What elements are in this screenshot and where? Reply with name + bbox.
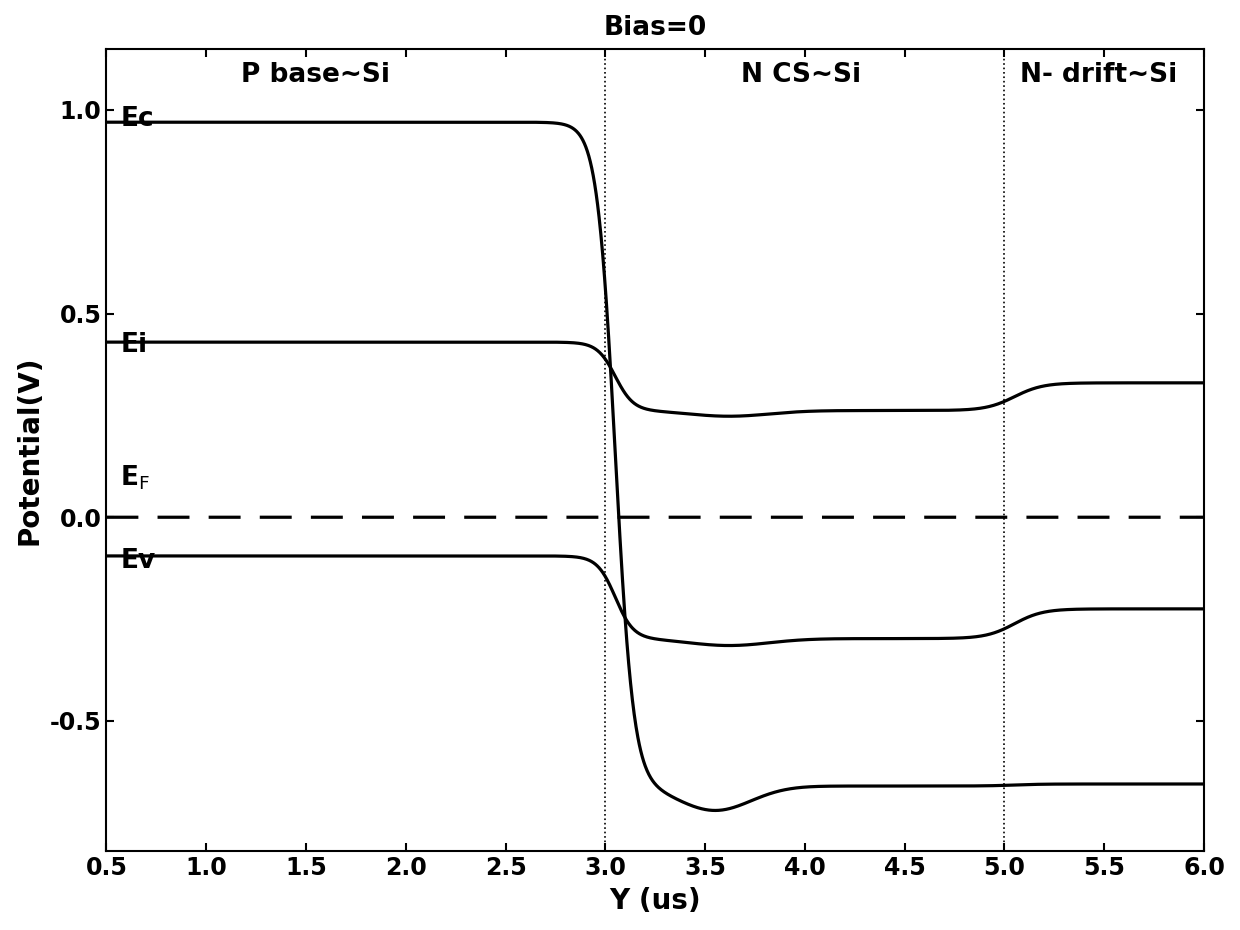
Y-axis label: Potential(V): Potential(V): [15, 355, 43, 545]
Title: Bias=0: Bias=0: [604, 15, 707, 41]
Text: Ev: Ev: [120, 548, 156, 574]
Text: Ei: Ei: [120, 332, 148, 358]
Text: N CS~Si: N CS~Si: [740, 61, 861, 87]
Text: P base~Si: P base~Si: [242, 61, 391, 87]
Text: E$_\mathsf{F}$: E$_\mathsf{F}$: [120, 463, 150, 492]
X-axis label: Y (us): Y (us): [609, 887, 701, 915]
Text: N- drift~Si: N- drift~Si: [1019, 61, 1177, 87]
Text: Ec: Ec: [120, 106, 154, 132]
